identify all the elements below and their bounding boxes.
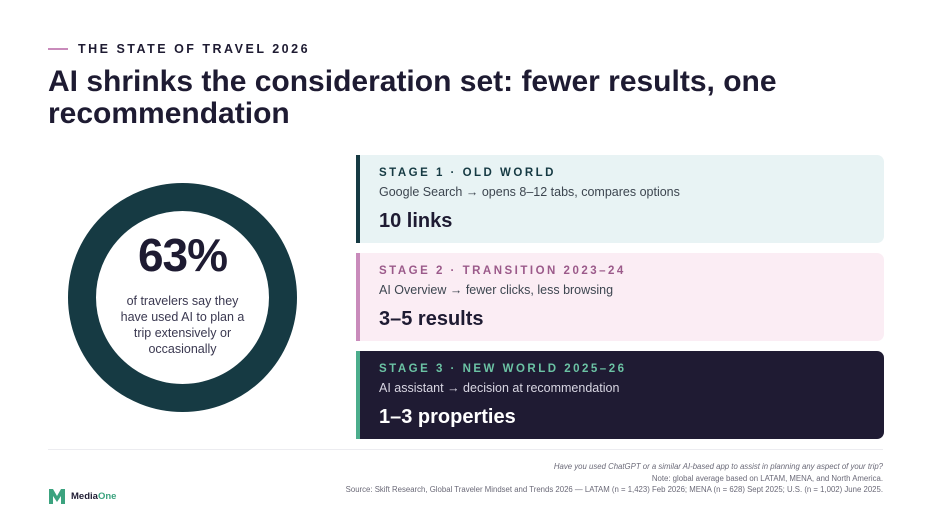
stage-label: STAGE 1 · OLD WORLD [379,167,556,179]
logo-brand: Media [71,490,98,502]
eyebrow-text: THE STATE OF TRAVEL 2026 [78,42,311,56]
donut-ring-arc [68,183,297,412]
stage-metric: 3–5 results [379,308,484,330]
stage-card-3: STAGE 3 · NEW WORLD 2025–26 AI assistant… [356,351,884,439]
logo-wordmark: MediaOne [71,491,116,502]
stage-card-2: STAGE 2 · TRANSITION 2023–24 AI Overview… [356,253,884,341]
stage-label: STAGE 2 · TRANSITION 2023–24 [379,265,626,277]
page-title: AI shrinks the consideration set: fewer … [48,65,777,130]
stage-description: AI assistant → decision at recommendatio… [379,381,620,395]
stage-description: Google Search → opens 8–12 tabs, compare… [379,185,680,199]
stat-value: 63% [137,228,228,281]
brand-logo: MediaOne [48,487,116,505]
mediaone-logo-icon [49,489,65,504]
survey-question: Have you used ChatGPT or a similar AI-ba… [553,462,883,471]
eyebrow-accent-line [48,48,68,50]
footnote-source: Source: Skift Research, Global Traveler … [345,485,883,494]
stage-accent-bar [356,253,360,341]
stage-label: STAGE 3 · NEW WORLD 2025–26 [379,363,627,375]
footer-divider [48,449,883,450]
stat-description: of travelers say they have used AI to pl… [120,293,245,356]
footnotes: Have you used ChatGPT or a similar AI-ba… [323,461,883,496]
stage-metric: 1–3 properties [379,406,516,428]
stage-card-1: STAGE 1 · OLD WORLD Google Search → open… [356,155,884,243]
footnote-note: Note: global average based on LATAM, MEN… [651,473,883,483]
eyebrow: THE STATE OF TRAVEL 2026 [48,42,310,56]
stat-donut-ring [68,183,297,412]
stage-accent-bar [356,351,360,439]
stage-metric: 10 links [379,210,453,232]
stat-center: 63% of travelers say they have used AI t… [68,183,297,412]
stage-description: AI Overview → fewer clicks, less browsin… [379,283,614,297]
logo-brand-accent: One [97,490,117,502]
stage-accent-bar [356,155,360,243]
